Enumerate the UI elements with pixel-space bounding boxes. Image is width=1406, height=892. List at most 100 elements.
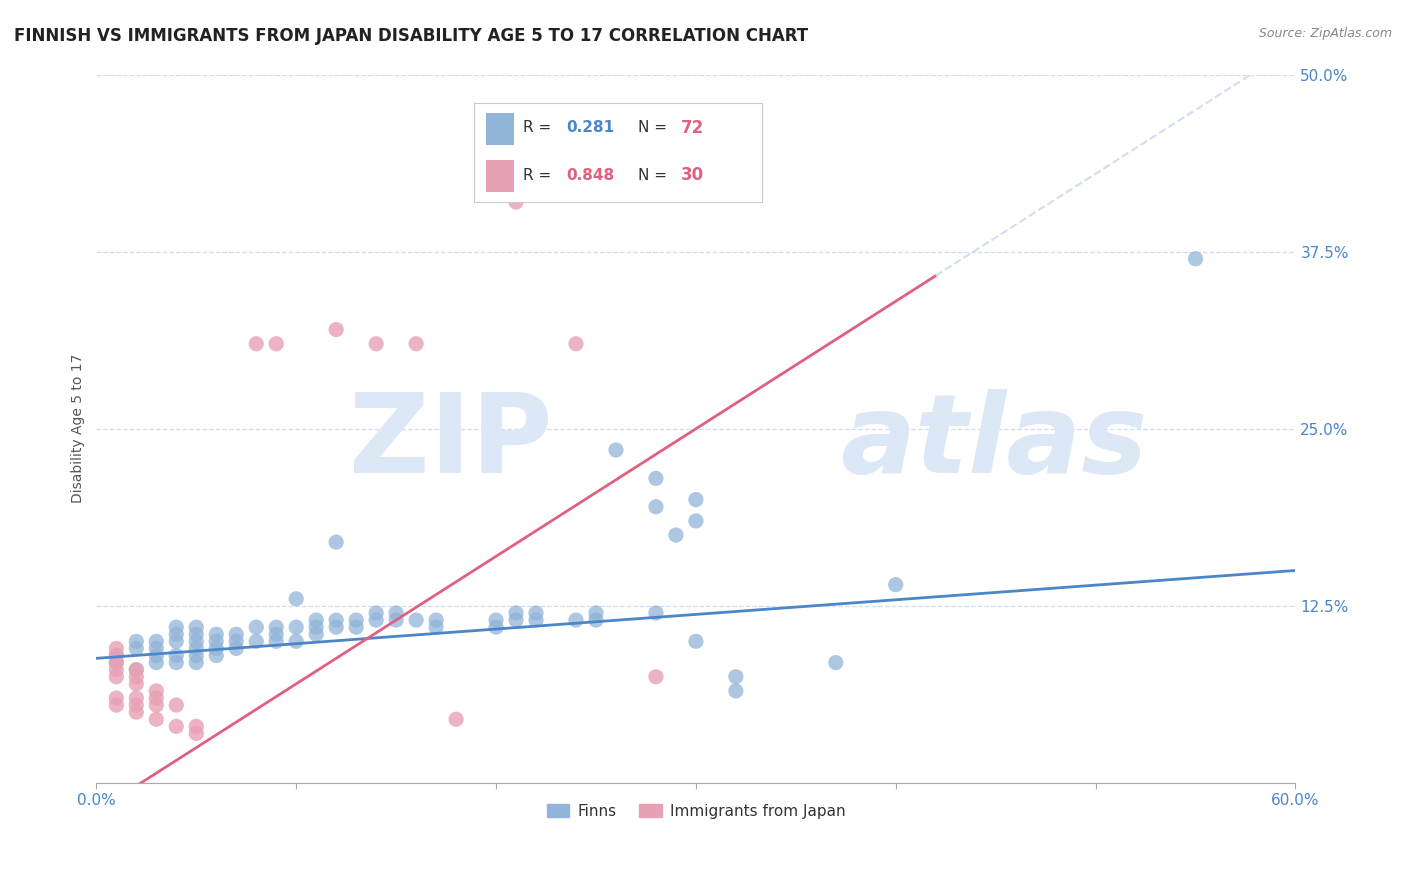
Point bbox=[186, 656, 208, 670]
Point bbox=[325, 613, 347, 627]
Point bbox=[724, 684, 747, 698]
Point bbox=[325, 620, 347, 634]
Point bbox=[186, 634, 208, 648]
Point bbox=[125, 705, 148, 719]
Point bbox=[125, 677, 148, 691]
Point bbox=[105, 656, 128, 670]
Point bbox=[724, 670, 747, 684]
Point bbox=[264, 627, 287, 641]
Point bbox=[585, 613, 607, 627]
Point bbox=[105, 648, 128, 663]
Point bbox=[385, 606, 408, 620]
Point bbox=[685, 634, 707, 648]
Point bbox=[105, 656, 128, 670]
Point bbox=[125, 691, 148, 706]
Point bbox=[645, 670, 668, 684]
Point bbox=[685, 492, 707, 507]
Point bbox=[524, 613, 547, 627]
Y-axis label: Disability Age 5 to 17: Disability Age 5 to 17 bbox=[72, 354, 86, 503]
Point bbox=[165, 620, 187, 634]
Point bbox=[305, 627, 328, 641]
Point bbox=[186, 726, 208, 740]
Text: Source: ZipAtlas.com: Source: ZipAtlas.com bbox=[1258, 27, 1392, 40]
Point bbox=[165, 698, 187, 712]
Point bbox=[125, 663, 148, 677]
Point bbox=[645, 606, 668, 620]
Point bbox=[186, 648, 208, 663]
Point bbox=[884, 577, 907, 591]
Point bbox=[225, 634, 247, 648]
Point bbox=[186, 641, 208, 656]
Point bbox=[405, 613, 427, 627]
Point bbox=[605, 443, 627, 458]
Point bbox=[824, 656, 846, 670]
Point bbox=[125, 663, 148, 677]
Point bbox=[145, 634, 167, 648]
Point bbox=[145, 684, 167, 698]
Point bbox=[105, 691, 128, 706]
Point bbox=[366, 613, 388, 627]
Text: FINNISH VS IMMIGRANTS FROM JAPAN DISABILITY AGE 5 TO 17 CORRELATION CHART: FINNISH VS IMMIGRANTS FROM JAPAN DISABIL… bbox=[14, 27, 808, 45]
Point bbox=[585, 606, 607, 620]
Point bbox=[305, 620, 328, 634]
Point bbox=[165, 634, 187, 648]
Point bbox=[165, 627, 187, 641]
Point bbox=[425, 613, 447, 627]
Point bbox=[205, 627, 228, 641]
Point bbox=[245, 634, 267, 648]
Point bbox=[405, 336, 427, 351]
Point bbox=[145, 656, 167, 670]
Point bbox=[305, 613, 328, 627]
Point bbox=[125, 670, 148, 684]
Point bbox=[205, 634, 228, 648]
Point bbox=[165, 656, 187, 670]
Legend: Finns, Immigrants from Japan: Finns, Immigrants from Japan bbox=[540, 797, 852, 825]
Point bbox=[186, 719, 208, 733]
Point bbox=[344, 613, 367, 627]
Point bbox=[186, 627, 208, 641]
Point bbox=[505, 195, 527, 210]
Point bbox=[264, 634, 287, 648]
Point bbox=[366, 606, 388, 620]
Point bbox=[485, 613, 508, 627]
Point bbox=[125, 634, 148, 648]
Point bbox=[125, 698, 148, 712]
Point bbox=[264, 620, 287, 634]
Text: ZIP: ZIP bbox=[349, 390, 553, 497]
Point bbox=[524, 606, 547, 620]
Point bbox=[105, 670, 128, 684]
Point bbox=[645, 471, 668, 485]
Point bbox=[145, 712, 167, 726]
Point bbox=[165, 719, 187, 733]
Point bbox=[105, 698, 128, 712]
Point bbox=[665, 528, 688, 542]
Point bbox=[125, 641, 148, 656]
Point bbox=[225, 627, 247, 641]
Point bbox=[505, 606, 527, 620]
Point bbox=[565, 336, 588, 351]
Point bbox=[1184, 252, 1206, 266]
Point bbox=[285, 634, 308, 648]
Point bbox=[485, 620, 508, 634]
Point bbox=[505, 613, 527, 627]
Point bbox=[325, 535, 347, 549]
Point bbox=[425, 620, 447, 634]
Point bbox=[225, 641, 247, 656]
Point bbox=[565, 613, 588, 627]
Point bbox=[245, 336, 267, 351]
Point bbox=[444, 712, 467, 726]
Point bbox=[645, 500, 668, 514]
Point bbox=[145, 641, 167, 656]
Point bbox=[245, 620, 267, 634]
Text: atlas: atlas bbox=[839, 390, 1147, 497]
Point bbox=[285, 591, 308, 606]
Point bbox=[366, 336, 388, 351]
Point bbox=[285, 620, 308, 634]
Point bbox=[145, 648, 167, 663]
Point bbox=[105, 663, 128, 677]
Point bbox=[145, 698, 167, 712]
Point bbox=[186, 620, 208, 634]
Point bbox=[325, 322, 347, 336]
Point bbox=[385, 613, 408, 627]
Point bbox=[105, 648, 128, 663]
